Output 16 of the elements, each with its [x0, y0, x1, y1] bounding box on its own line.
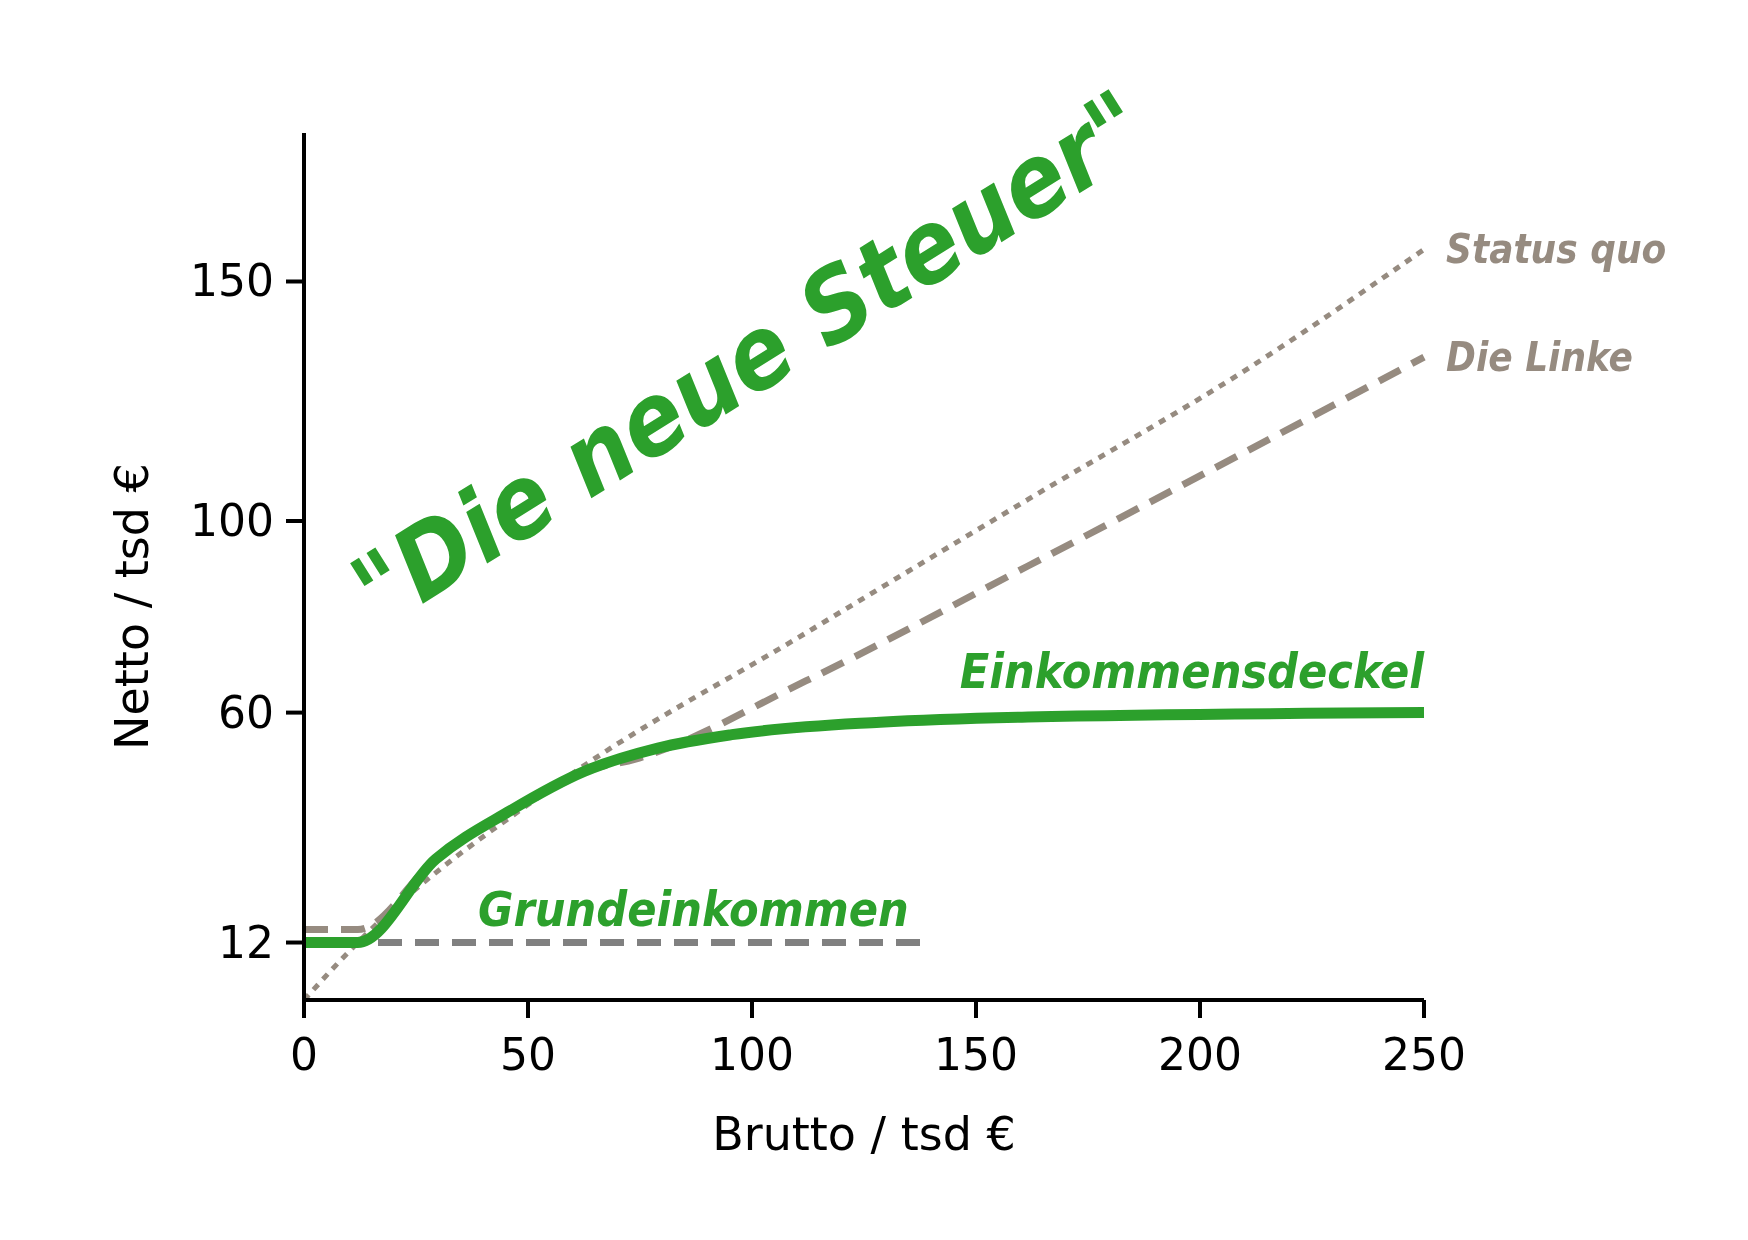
x-tick-label: 100	[710, 1029, 794, 1080]
y-tick-label: 150	[190, 255, 274, 307]
x-tick-label: 150	[934, 1029, 1018, 1080]
x-axis-title: Brutto / tsd €	[712, 1107, 1016, 1161]
series-label: Status quo	[1446, 226, 1667, 273]
y-axis-title: Netto / tsd €	[105, 463, 159, 750]
x-tick-label: 250	[1382, 1029, 1466, 1080]
x-tick-label: 200	[1158, 1029, 1242, 1080]
x-tick-label: 50	[500, 1029, 556, 1080]
series-label: Die Linke	[1446, 334, 1633, 381]
annotation: Einkommensdeckel	[959, 643, 1426, 699]
y-tick-label: 12	[218, 916, 274, 968]
y-tick-label: 100	[190, 494, 274, 546]
x-tick-label: 0	[290, 1029, 318, 1080]
annotation: Grundeinkommen	[478, 881, 909, 937]
y-tick-label: 60	[218, 686, 274, 738]
